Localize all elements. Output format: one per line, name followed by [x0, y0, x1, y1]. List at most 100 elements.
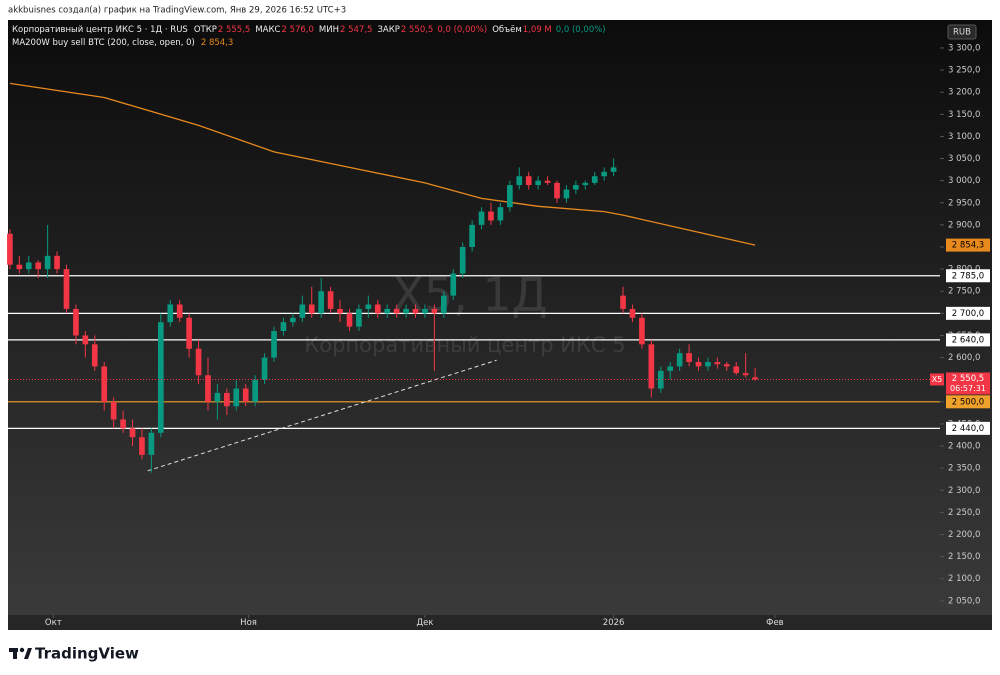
candle-body	[591, 176, 598, 183]
y-tick-label: 3 100,0	[948, 132, 980, 142]
y-tick-label: 3 200,0	[948, 88, 980, 98]
candle-body	[516, 176, 523, 186]
x-tick-label: Фев	[766, 618, 784, 628]
symbol-badge	[930, 373, 944, 386]
candle-body	[44, 255, 51, 270]
y-tick-label: 2 250,0	[948, 508, 980, 518]
candle-body	[318, 291, 325, 314]
legend: Корпоративный центр ИКС 5 · 1Д · RUS ОТКР…	[12, 25, 606, 35]
candle-body	[25, 262, 32, 270]
x-tick-label: Ноя	[240, 618, 257, 628]
legend-item: 1,09 М	[523, 25, 552, 35]
watermark-subtitle: Корпоративный центр ИКС 5	[304, 333, 625, 357]
y-tick-label: 2 900,0	[948, 220, 980, 230]
candle-body	[488, 211, 494, 221]
candle-body	[157, 322, 164, 433]
candle-body	[563, 189, 570, 199]
currency-box[interactable]	[947, 24, 977, 40]
level-label: 2 785,0	[952, 271, 984, 281]
y-tick-label: 2 150,0	[948, 552, 980, 562]
candle-body	[601, 171, 608, 177]
y-tick-label: 2 600,0	[948, 353, 980, 363]
candle-body	[82, 335, 89, 345]
logo	[9, 647, 32, 659]
legend-item: Объём	[492, 25, 522, 35]
candle-body	[459, 247, 466, 274]
y-tick-label: 3 050,0	[948, 154, 980, 164]
candle-body	[544, 180, 551, 183]
candle-body	[742, 373, 749, 376]
y-tick-label: 2 950,0	[948, 198, 980, 208]
level-label: 2 440,0	[952, 424, 984, 434]
candle-body	[7, 233, 13, 265]
candle-body	[346, 313, 353, 327]
candle-body	[195, 348, 202, 376]
candle-body	[629, 308, 636, 318]
candle-body	[422, 308, 428, 314]
legend-item: 2 547,5	[340, 25, 372, 35]
ma-value: 2 854,3	[201, 38, 233, 48]
candle-body	[450, 273, 457, 296]
candle-body	[752, 377, 758, 380]
level-box	[946, 395, 990, 409]
chart-pane	[8, 20, 992, 630]
y-tick-label: 3 000,0	[948, 176, 980, 186]
level-box	[946, 306, 990, 320]
y-tick-label: 2 050,0	[948, 596, 980, 606]
candle-body	[101, 366, 108, 402]
candle-body	[440, 295, 447, 314]
x-tick-label: Окт	[45, 618, 62, 628]
candle-body	[54, 255, 60, 270]
candle-body	[554, 182, 560, 199]
legend-item: МАКС	[255, 25, 280, 35]
candle-body	[497, 207, 504, 221]
candle-body	[308, 304, 315, 314]
ma-price-label: 2 854,3	[952, 241, 984, 251]
candle-body	[327, 291, 334, 309]
footer-logo: TradingView	[35, 645, 139, 663]
level-box	[946, 421, 990, 435]
candle-body	[610, 167, 617, 172]
level-label: 2 500,0	[952, 397, 984, 407]
candle-body	[167, 304, 174, 323]
candle-body	[620, 295, 626, 309]
candle-body	[695, 362, 702, 367]
y-tick-label: 3 300,0	[948, 43, 980, 53]
legend-item: МИН	[319, 25, 339, 35]
trendline	[147, 359, 497, 472]
candle-body	[657, 370, 664, 389]
ma-box	[946, 238, 990, 252]
candle-body	[139, 437, 145, 455]
candle-body	[686, 353, 692, 362]
current-price-label: 2 550,5	[952, 374, 984, 384]
candle-body	[714, 362, 721, 365]
candle-body	[205, 375, 211, 402]
x-tick-label: 2026	[603, 618, 625, 628]
y-tick-label: 2 750,0	[948, 287, 980, 297]
y-tick-label: 2 200,0	[948, 530, 980, 540]
candle-body	[186, 317, 192, 349]
currency: RUB	[953, 28, 971, 38]
candle-body	[648, 344, 655, 389]
candle-body	[35, 262, 42, 270]
candle-body	[384, 308, 391, 314]
candle-body	[261, 357, 268, 380]
candle-body	[667, 366, 674, 371]
candle-body	[16, 264, 23, 270]
candle-body	[252, 379, 258, 402]
candle-body	[733, 366, 740, 374]
candle-body	[723, 364, 730, 367]
level-box	[946, 269, 990, 283]
candle-body	[374, 304, 381, 314]
candle-body	[120, 419, 126, 429]
time-axis	[8, 615, 992, 630]
candle-body	[535, 180, 541, 186]
candle-body	[271, 331, 277, 358]
candle-body	[478, 211, 485, 225]
candle-body	[365, 304, 372, 309]
candle-body	[176, 304, 183, 318]
legend-item: Корпоративный центр ИКС 5 · 1Д · RUS	[12, 25, 188, 35]
candle-body	[705, 362, 711, 367]
candle-body	[224, 392, 230, 407]
candle-body	[337, 308, 343, 314]
